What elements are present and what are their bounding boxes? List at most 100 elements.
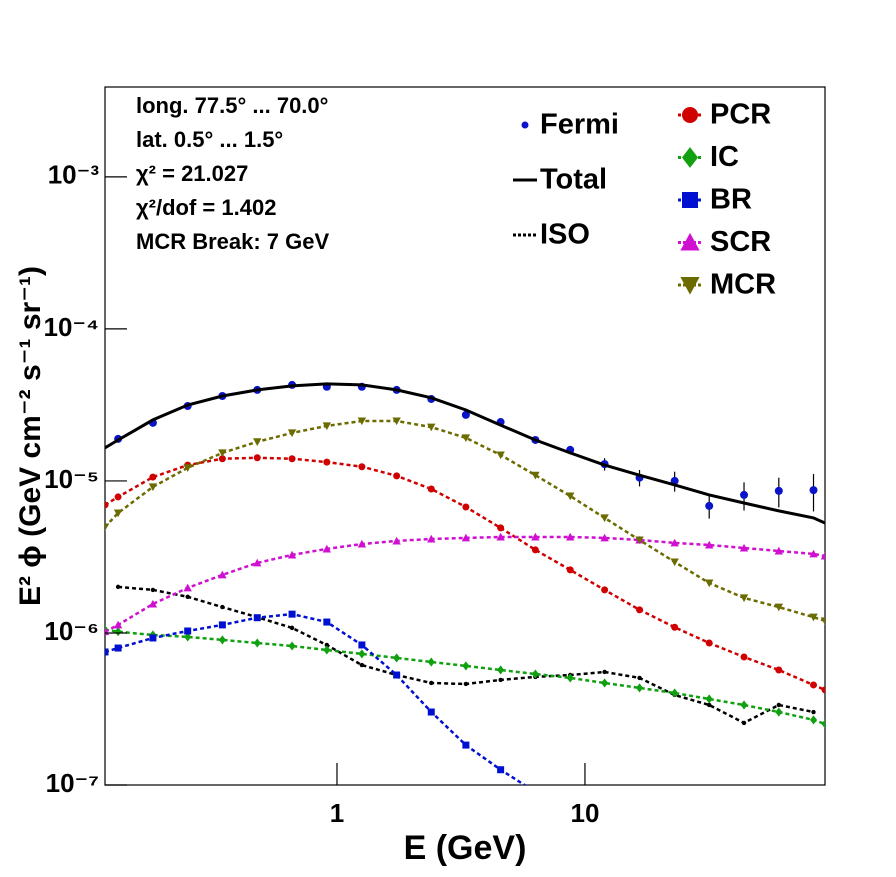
data-point xyxy=(218,635,226,645)
data-point xyxy=(392,417,401,426)
data-point xyxy=(324,642,330,648)
y-tick-label: 10⁻⁷ xyxy=(46,768,99,798)
data-point xyxy=(671,623,679,631)
data-point xyxy=(496,532,505,541)
data-point xyxy=(288,455,296,463)
data-point xyxy=(114,627,122,637)
data-point xyxy=(148,599,158,608)
annotation: lat. 0.5° ... 1.5° xyxy=(136,127,283,152)
data-point xyxy=(253,454,261,462)
data-point xyxy=(113,620,123,629)
data-point xyxy=(740,700,748,710)
data-point xyxy=(705,579,714,588)
legend-label: SCR xyxy=(710,226,771,258)
data-point xyxy=(497,665,505,675)
data-point xyxy=(498,677,503,683)
data-point xyxy=(253,558,262,567)
data-point xyxy=(150,587,156,593)
data-point xyxy=(113,509,123,518)
data-point xyxy=(114,644,122,652)
data-point xyxy=(288,610,296,618)
data-point xyxy=(821,719,825,729)
data-point xyxy=(427,423,436,432)
data-point xyxy=(810,715,818,725)
data-point xyxy=(287,550,297,559)
data-point xyxy=(149,634,157,642)
legend-label: Fermi xyxy=(540,109,619,141)
data-point xyxy=(115,584,121,590)
series-line xyxy=(105,628,825,726)
data-point xyxy=(705,540,714,549)
legend-label: BR xyxy=(710,184,752,216)
data-point xyxy=(531,532,540,541)
data-point xyxy=(357,417,367,426)
data-point xyxy=(811,709,816,715)
data-point xyxy=(462,661,470,671)
data-point xyxy=(602,669,607,675)
data-point xyxy=(636,606,644,614)
legend-item: IC xyxy=(678,141,739,173)
data-point xyxy=(741,720,747,726)
data-point xyxy=(358,463,366,471)
legend-marker xyxy=(682,107,698,123)
annotation: χ²/dof = 1.402 xyxy=(136,195,276,220)
data-point xyxy=(497,766,505,774)
data-point xyxy=(810,681,818,689)
data-point xyxy=(253,438,262,446)
data-point xyxy=(774,603,784,612)
data-point xyxy=(184,632,192,642)
data-point xyxy=(775,707,783,717)
data-point xyxy=(531,669,539,679)
data-point xyxy=(820,551,825,560)
legend-label: Total xyxy=(540,164,607,196)
y-tick-label: 10⁻⁴ xyxy=(43,312,99,342)
legend-label: ISO xyxy=(540,219,590,251)
data-point xyxy=(774,546,784,555)
data-point xyxy=(429,680,434,686)
legend-item: Fermi xyxy=(521,109,619,141)
legend-item: BR xyxy=(678,184,752,216)
y-tick-label: 10⁻⁵ xyxy=(44,464,99,494)
data-point xyxy=(531,471,540,480)
data-point xyxy=(707,702,712,708)
legend-item: PCR xyxy=(678,99,771,131)
data-point xyxy=(323,618,331,626)
data-point xyxy=(705,694,713,704)
legend-marker xyxy=(521,121,529,129)
data-point xyxy=(218,455,226,463)
data-point xyxy=(809,613,818,622)
data-point xyxy=(105,523,110,532)
data-point xyxy=(705,501,714,510)
data-point xyxy=(809,486,818,495)
data-point xyxy=(287,429,297,438)
data-point xyxy=(288,641,296,651)
data-point xyxy=(185,594,190,599)
data-point xyxy=(148,483,158,492)
data-point xyxy=(740,490,749,499)
legend-marker xyxy=(682,147,698,168)
data-point xyxy=(427,657,435,667)
y-tick-label: 10⁻⁶ xyxy=(44,616,99,646)
data-point xyxy=(359,662,365,668)
data-point xyxy=(462,503,470,511)
data-point xyxy=(566,566,574,574)
data-point xyxy=(739,594,749,603)
data-point xyxy=(740,653,748,661)
data-point xyxy=(670,558,679,567)
series-line xyxy=(105,382,825,525)
data-point xyxy=(776,702,782,708)
plot-frame xyxy=(104,86,826,786)
legend-marker xyxy=(680,232,700,251)
legend-item: SCR xyxy=(678,226,771,258)
data-point xyxy=(183,464,192,473)
data-point xyxy=(220,604,225,610)
data-point xyxy=(392,536,401,545)
legend-marker xyxy=(682,192,698,208)
data-point xyxy=(463,681,469,687)
data-point xyxy=(393,472,401,480)
data-point xyxy=(635,536,644,545)
data-point xyxy=(531,546,539,554)
data-point xyxy=(427,485,435,493)
y-tick-label: 10⁻³ xyxy=(48,160,100,190)
